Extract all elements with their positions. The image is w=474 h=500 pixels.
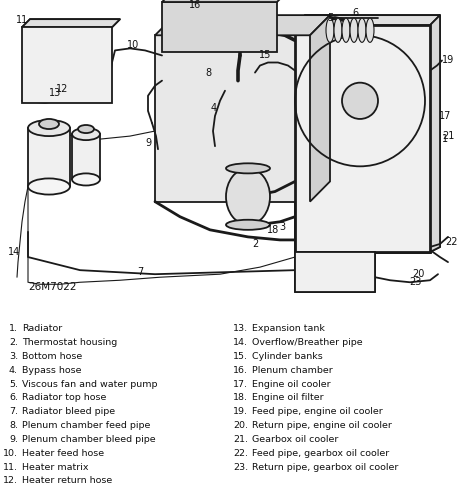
Text: 21: 21 (442, 131, 454, 141)
Text: 6.: 6. (9, 394, 18, 402)
Text: 1: 1 (442, 134, 448, 144)
Text: 7.: 7. (9, 407, 18, 416)
Text: 3: 3 (279, 222, 285, 232)
Text: 15: 15 (259, 50, 271, 60)
Text: 14: 14 (8, 247, 20, 257)
Text: 23: 23 (409, 278, 421, 287)
Ellipse shape (39, 119, 59, 129)
Text: 12: 12 (56, 84, 68, 94)
Text: Radiator top hose: Radiator top hose (22, 394, 106, 402)
Text: Heater matrix: Heater matrix (22, 462, 89, 471)
Text: 22: 22 (446, 237, 458, 247)
Text: Bypass hose: Bypass hose (22, 366, 82, 375)
Text: Radiator: Radiator (22, 324, 62, 334)
Text: 18: 18 (267, 225, 279, 235)
Polygon shape (155, 15, 330, 36)
Ellipse shape (28, 120, 70, 136)
Ellipse shape (358, 18, 366, 42)
Text: 2.: 2. (9, 338, 18, 347)
Text: Return pipe, engine oil cooler: Return pipe, engine oil cooler (252, 421, 392, 430)
Text: 11: 11 (16, 15, 28, 25)
Text: 4: 4 (211, 103, 217, 113)
Text: Thermostat housing: Thermostat housing (22, 338, 117, 347)
Ellipse shape (226, 168, 270, 225)
Ellipse shape (342, 18, 350, 42)
Text: 8: 8 (205, 68, 211, 78)
Text: 3.: 3. (9, 352, 18, 361)
Text: 14.: 14. (233, 338, 248, 347)
Text: 9: 9 (145, 138, 151, 148)
Text: Bottom hose: Bottom hose (22, 352, 82, 361)
Text: 20: 20 (412, 269, 424, 279)
Text: 19: 19 (442, 56, 454, 66)
Polygon shape (22, 19, 120, 27)
Text: Cylinder banks: Cylinder banks (252, 352, 323, 361)
Text: 4.: 4. (9, 366, 18, 375)
Ellipse shape (28, 178, 70, 194)
Text: 10.: 10. (3, 448, 18, 458)
Text: Plenum chamber feed pipe: Plenum chamber feed pipe (22, 421, 150, 430)
Text: 20.: 20. (233, 421, 248, 430)
Text: 16.: 16. (233, 366, 248, 375)
Text: 6: 6 (352, 8, 358, 18)
Text: Plenum chamber bleed pipe: Plenum chamber bleed pipe (22, 435, 155, 444)
Ellipse shape (334, 18, 342, 42)
Text: 7: 7 (137, 267, 143, 277)
Polygon shape (295, 15, 440, 25)
Polygon shape (430, 15, 440, 252)
Text: Heater return hose: Heater return hose (22, 476, 112, 486)
Text: 13.: 13. (233, 324, 248, 334)
Text: Expansion tank: Expansion tank (252, 324, 325, 334)
Ellipse shape (342, 82, 378, 119)
Text: Viscous fan and water pump: Viscous fan and water pump (22, 380, 157, 388)
Bar (155, 36, 310, 202)
Text: 26M7022: 26M7022 (28, 282, 76, 292)
Ellipse shape (226, 164, 270, 173)
Ellipse shape (72, 174, 100, 186)
Text: Heater feed hose: Heater feed hose (22, 448, 104, 458)
Bar (295, 252, 375, 292)
Ellipse shape (350, 18, 358, 42)
Ellipse shape (78, 125, 94, 133)
Text: Feed pipe, gearbox oil cooler: Feed pipe, gearbox oil cooler (252, 448, 389, 458)
Polygon shape (310, 15, 330, 202)
Text: 11.: 11. (3, 462, 18, 471)
Ellipse shape (326, 18, 334, 42)
Text: 18.: 18. (233, 394, 248, 402)
Text: 16: 16 (189, 0, 201, 10)
Text: Radiator bleed pipe: Radiator bleed pipe (22, 407, 115, 416)
Text: 15.: 15. (233, 352, 248, 361)
Text: 10: 10 (127, 40, 139, 50)
Text: Plenum chamber: Plenum chamber (252, 366, 333, 375)
Ellipse shape (366, 18, 374, 42)
Text: 17: 17 (439, 111, 451, 121)
Text: 19.: 19. (233, 407, 248, 416)
Text: 23.: 23. (233, 462, 248, 471)
Text: Overflow/Breather pipe: Overflow/Breather pipe (252, 338, 363, 347)
Text: Return pipe, gearbox oil cooler: Return pipe, gearbox oil cooler (252, 462, 398, 471)
Bar (295, 25, 430, 252)
Text: 21.: 21. (233, 435, 248, 444)
Text: 17.: 17. (233, 380, 248, 388)
Ellipse shape (226, 220, 270, 230)
Text: Gearbox oil cooler: Gearbox oil cooler (252, 435, 338, 444)
Text: Feed pipe, engine oil cooler: Feed pipe, engine oil cooler (252, 407, 383, 416)
Polygon shape (162, 0, 289, 2)
Text: Engine oil cooler: Engine oil cooler (252, 380, 331, 388)
Ellipse shape (72, 128, 100, 140)
Text: Engine oil filter: Engine oil filter (252, 394, 324, 402)
Text: 13: 13 (49, 88, 61, 98)
Text: 5: 5 (327, 13, 333, 23)
Bar (162, 2, 277, 52)
Text: 2: 2 (252, 239, 258, 249)
Bar (22, 27, 112, 103)
Text: 9.: 9. (9, 435, 18, 444)
Text: 8.: 8. (9, 421, 18, 430)
Text: 12.: 12. (3, 476, 18, 486)
Text: 5.: 5. (9, 380, 18, 388)
Text: 22.: 22. (233, 448, 248, 458)
Bar (28, 128, 70, 186)
Text: 1.: 1. (9, 324, 18, 334)
Bar (72, 134, 100, 180)
